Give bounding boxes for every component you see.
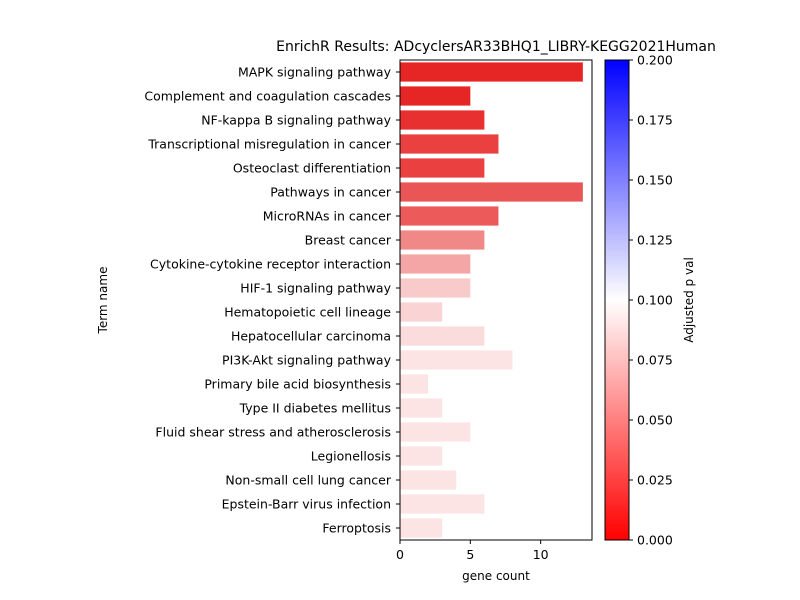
bar [400,302,443,322]
bar [400,62,583,82]
y-tick-label: Cytokine-cytokine receptor interaction [150,257,391,272]
y-tick-label: HIF-1 signaling pathway [240,281,391,296]
y-tick-label: MicroRNAs in cancer [263,209,392,224]
bar [400,518,443,538]
chart-title: EnrichR Results: ADcyclersAR33BHQ1_LIBRY… [276,39,716,55]
bar [400,182,583,202]
bar [400,398,443,418]
bar [400,134,499,154]
y-tick-label: Complement and coagulation cascades [144,89,391,104]
bar [400,350,513,370]
y-tick-label: Pathways in cancer [270,185,392,200]
bars-group [400,62,583,538]
y-tick-label: Type II diabetes mellitus [239,401,391,416]
x-axis-label: gene count [462,569,530,583]
bar [400,422,471,442]
colorbar-tick-label: 0.000 [637,533,673,548]
y-tick-label: Legionellosis [311,449,391,464]
bar [400,254,471,274]
bar [400,494,485,514]
colorbar-tick-label: 0.200 [637,53,673,68]
plot-frame [399,59,593,541]
y-axis-label: Term name [96,267,110,335]
bar [400,326,485,346]
x-tick-label: 0 [396,547,404,562]
y-tick-label: Primary bile acid biosynthesis [204,377,391,392]
y-tick-label: Hematopoietic cell lineage [224,305,391,320]
bar [400,374,429,394]
colorbar-tick-label: 0.100 [637,293,673,308]
colorbar-tick-label: 0.050 [637,413,673,428]
y-tick-label: Osteoclast differentiation [233,161,391,176]
y-tick-labels: MAPK signaling pathway Complement and coa… [144,65,400,536]
x-tick-label: 5 [466,547,474,562]
y-tick-label: Ferroptosis [322,521,391,536]
y-tick-label: Hepatocellular carcinoma [231,329,391,344]
bar [400,86,471,106]
y-tick-label: PI3K-Akt signaling pathway [222,353,392,368]
bar [400,230,485,250]
y-tick-label: Transcriptional misregulation in cancer [147,137,392,152]
bar [400,110,485,130]
y-tick-label: NF-kappa B signaling pathway [201,113,391,128]
colorbar-tick-label: 0.175 [637,113,673,128]
bar [400,206,499,226]
colorbar-ticks: 0.000 0.025 0.050 0.075 0.100 0.125 0.150 0.175… [629,53,673,548]
bar [400,470,457,490]
x-axis: 0 5 10 [396,540,549,562]
y-tick-label: Non-small cell lung cancer [225,473,391,488]
colorbar-label: Adjusted p val [682,257,696,343]
y-tick-label: Epstein-Barr virus infection [222,497,391,512]
colorbar-tick-label: 0.025 [637,473,673,488]
y-tick-label: Breast cancer [305,233,392,248]
colorbar-tick-label: 0.125 [637,233,673,248]
bar [400,446,443,466]
colorbar-tick-label: 0.075 [637,353,673,368]
bar [400,158,485,178]
colorbar-tick-label: 0.150 [637,173,673,188]
y-tick-label: MAPK signaling pathway [238,65,392,80]
colorbar [604,59,630,541]
bar [400,278,471,298]
x-tick-label: 10 [533,547,549,562]
y-tick-label: Fluid shear stress and atherosclerosis [155,425,391,440]
